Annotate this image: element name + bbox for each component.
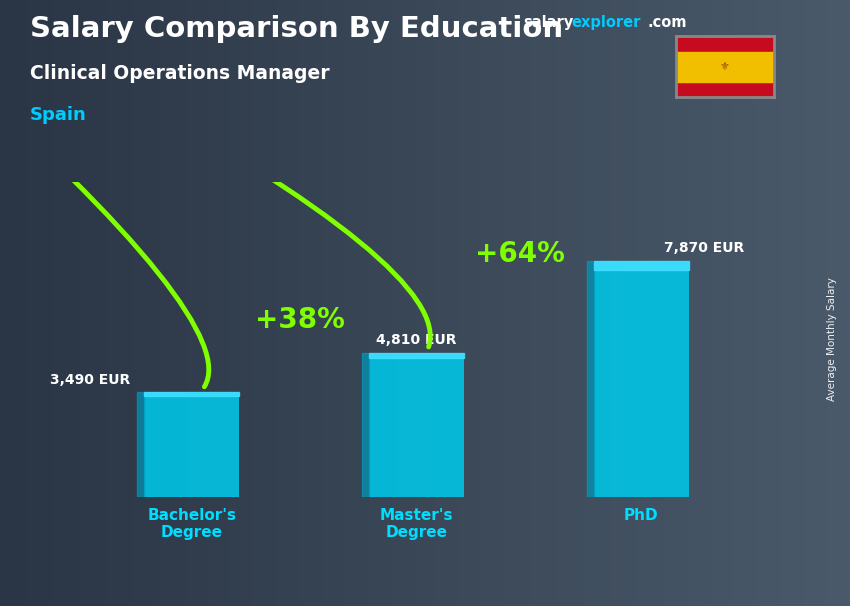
- Text: ⚜: ⚜: [720, 62, 729, 72]
- Text: Clinical Operations Manager: Clinical Operations Manager: [30, 64, 329, 82]
- Bar: [144, 392, 239, 497]
- Text: Average Monthly Salary: Average Monthly Salary: [827, 278, 837, 401]
- Bar: [586, 261, 594, 497]
- FancyArrowPatch shape: [0, 0, 430, 347]
- Bar: [676, 52, 774, 82]
- Bar: [144, 392, 239, 396]
- Bar: [137, 392, 144, 497]
- Text: salary: salary: [523, 15, 573, 30]
- Text: .com: .com: [648, 15, 687, 30]
- Text: +38%: +38%: [255, 306, 344, 334]
- Bar: [594, 261, 688, 270]
- Text: Salary Comparison By Education: Salary Comparison By Education: [30, 15, 563, 43]
- Text: 4,810 EUR: 4,810 EUR: [377, 333, 456, 347]
- Text: Spain: Spain: [30, 106, 87, 124]
- Text: 3,490 EUR: 3,490 EUR: [50, 373, 131, 387]
- Text: +64%: +64%: [475, 239, 565, 267]
- Bar: [362, 353, 369, 497]
- Bar: [594, 261, 688, 497]
- FancyArrowPatch shape: [0, 0, 209, 387]
- Bar: [369, 353, 464, 358]
- Text: 7,870 EUR: 7,870 EUR: [664, 241, 745, 255]
- Bar: [369, 353, 464, 497]
- Text: explorer: explorer: [571, 15, 641, 30]
